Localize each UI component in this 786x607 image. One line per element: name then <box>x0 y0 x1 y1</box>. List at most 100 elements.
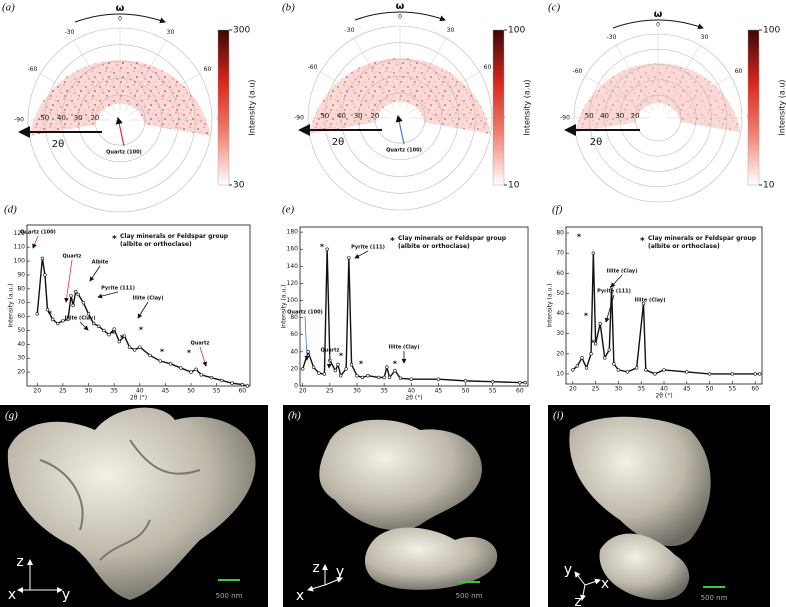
data-point <box>306 350 310 354</box>
colorbar-tick-label: 30 <box>233 181 245 191</box>
image-g <box>0 405 268 607</box>
x-tick-label: 40 <box>136 388 144 395</box>
data-point <box>199 373 203 377</box>
panel-label: (c) <box>548 2 561 14</box>
x-tick-label: 45 <box>435 388 443 395</box>
axis-label: y <box>564 562 572 578</box>
data-point <box>311 365 316 369</box>
angle-tick-label: -60 <box>28 66 38 73</box>
data-point <box>360 375 365 380</box>
annotation: Pyrite (111) <box>101 286 135 292</box>
y-tick-label: 120 <box>14 230 26 237</box>
radial-label: 2θ <box>52 139 64 150</box>
axis-label: x <box>296 588 304 604</box>
series-line <box>302 249 526 384</box>
colorbar-label: Intensity (a.u) <box>523 79 532 135</box>
series-line <box>572 253 760 375</box>
annotation-arrow <box>32 235 39 249</box>
data-point <box>616 368 621 372</box>
data-point <box>158 359 162 363</box>
peak-star: * <box>591 339 596 348</box>
angle-tick-label: -30 <box>65 29 75 36</box>
y-axis-label: Intensity (a.u.) <box>281 285 288 329</box>
data-point <box>571 368 575 372</box>
peak-star: * <box>160 348 165 357</box>
peak-star: * <box>320 243 325 252</box>
data-point <box>45 307 50 312</box>
data-point <box>81 301 86 305</box>
peak-star: * <box>111 330 116 339</box>
y-tick-label: 120 <box>287 280 299 287</box>
data-point <box>168 362 173 366</box>
x-tick-label: 60 <box>751 386 759 393</box>
scale-bar-label: 500 nm <box>701 594 728 602</box>
annotation: Quartz (100) <box>386 148 422 154</box>
annotation-arrow <box>354 250 369 259</box>
legend-star: * <box>112 235 117 245</box>
annotation: Quartz <box>321 348 340 354</box>
x-axis-label: 2θ (°) <box>405 395 422 402</box>
axis-label: y <box>336 564 344 580</box>
panel-label: (f) <box>552 204 563 216</box>
data-point <box>382 375 386 380</box>
data-point <box>56 321 60 326</box>
annotation-arrow <box>89 265 101 282</box>
y-tick-label: 60 <box>556 270 564 277</box>
panel-label: (i) <box>553 410 564 422</box>
data-point <box>463 379 468 383</box>
angle-tick-label: 0 <box>656 22 660 29</box>
data-point <box>112 327 116 331</box>
x-tick-label: 30 <box>85 388 93 395</box>
angle-spoke <box>128 73 200 116</box>
data-point <box>339 374 343 378</box>
peak-star: * <box>187 349 192 358</box>
peak-star: * <box>577 233 582 242</box>
data-point <box>301 367 305 371</box>
plot-frame <box>299 226 529 387</box>
y-tick-label: 10 <box>556 370 564 377</box>
angle-tick-label: -90 <box>14 117 24 124</box>
y-tick-label: 90 <box>17 271 25 278</box>
peak-star: * <box>393 360 398 369</box>
axis-label: y <box>62 587 70 603</box>
peak-star: * <box>48 310 53 319</box>
y-tick-label: 40 <box>17 341 25 348</box>
data-point <box>71 303 75 308</box>
angle-spoke <box>353 38 396 110</box>
data-point <box>758 372 762 376</box>
axis-label: x <box>601 576 609 592</box>
omega-arrow <box>74 13 166 24</box>
data-point <box>518 380 522 385</box>
r-tick-label: 50 <box>320 112 329 120</box>
data-point <box>593 342 598 346</box>
legend-text: Clay minerals or Feldspar group (albite … <box>120 233 229 248</box>
scale-bar-label: 500 nm <box>456 592 483 600</box>
x-tick-label: 50 <box>187 388 195 395</box>
data-point <box>132 348 137 352</box>
plot-frame <box>26 224 251 387</box>
angle-spoke <box>320 71 392 114</box>
data-point <box>644 368 648 372</box>
data-point <box>662 368 666 372</box>
angle-spoke <box>662 45 701 111</box>
legend-text: Clay minerals or Feldspar group (albite … <box>398 235 507 250</box>
data-point <box>209 375 214 380</box>
data-point <box>436 377 441 381</box>
y-tick-label: 70 <box>556 250 564 257</box>
omega-arrow <box>354 11 446 22</box>
data-point <box>189 370 193 374</box>
data-point <box>753 372 757 376</box>
data-point <box>591 251 596 255</box>
annotation-arrow <box>610 274 623 288</box>
x-tick-label: 40 <box>407 388 415 395</box>
annotation: Quartz (100) <box>287 310 323 316</box>
annotation-arrow <box>304 315 310 361</box>
x-tick-label: 40 <box>660 386 668 393</box>
data-point <box>322 372 327 376</box>
x-tick-label: 20 <box>33 388 41 395</box>
data-point <box>584 366 589 370</box>
angle-spoke <box>615 45 654 111</box>
legend: Clay minerals or Feldspar group (albite … <box>398 235 507 250</box>
